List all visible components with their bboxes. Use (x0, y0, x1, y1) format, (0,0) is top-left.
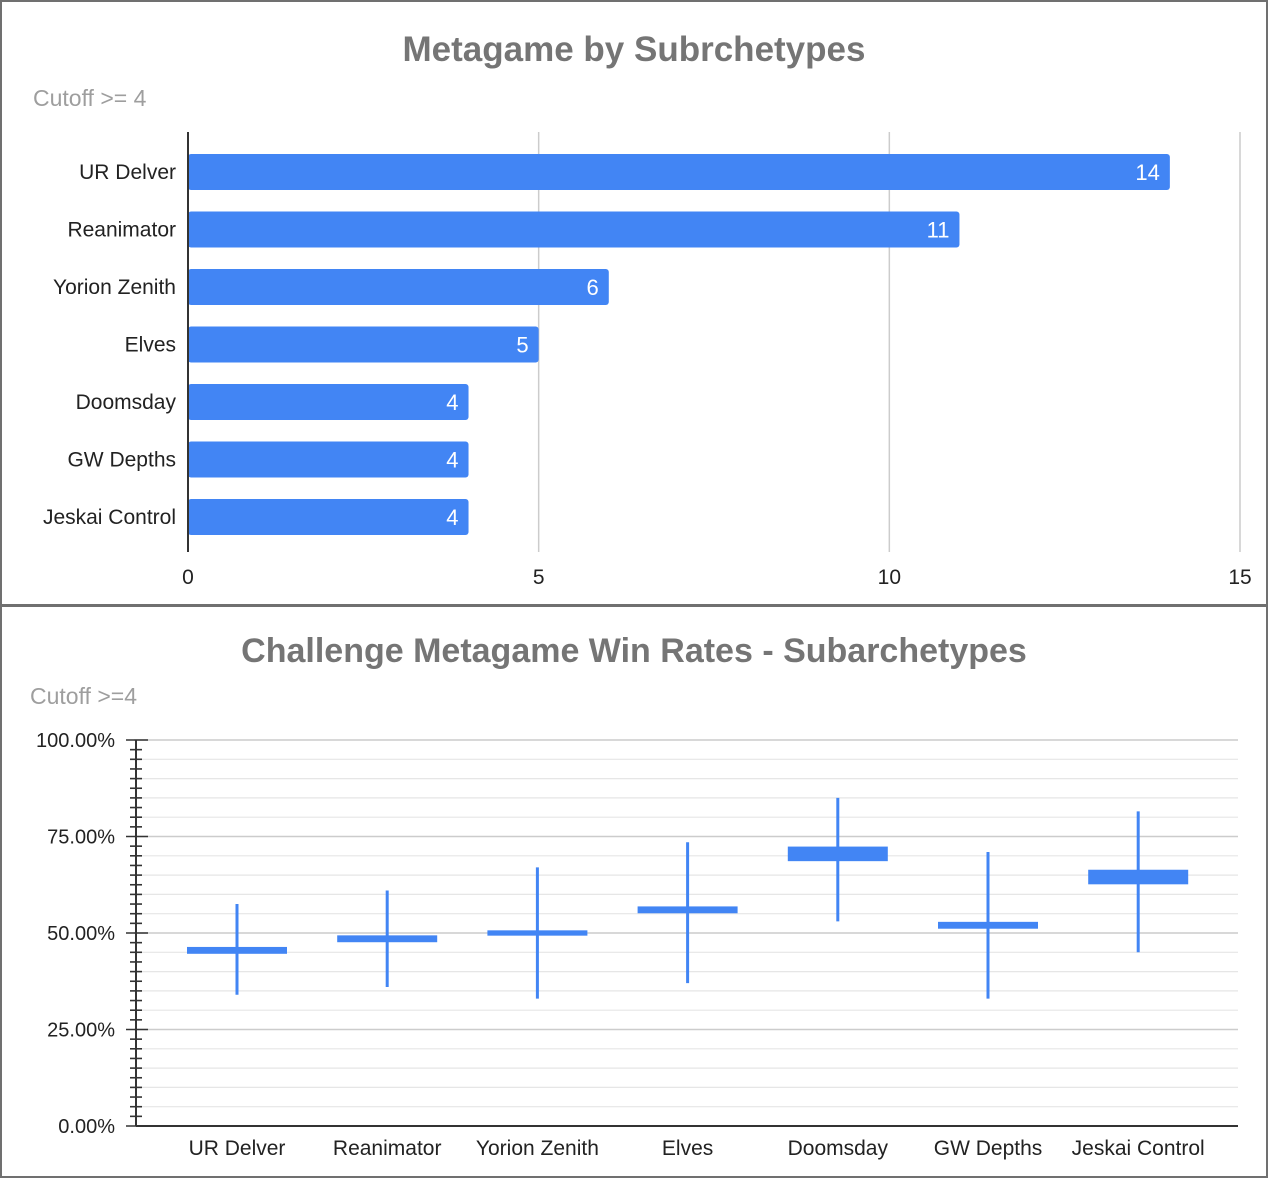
candle-body (637, 906, 738, 914)
y-tick-label: 50.00% (47, 923, 115, 945)
bar (188, 384, 469, 420)
candle-body (487, 930, 588, 936)
win-rate-candlestick-chart-panel: Challenge Metagame Win Rates - Subarchet… (2, 607, 1266, 1176)
data-label: 5 (516, 333, 528, 358)
x-tick-label: 5 (533, 566, 545, 589)
bar (188, 441, 469, 478)
candle-body (187, 946, 287, 954)
data-label: 11 (927, 218, 950, 243)
candle-body (1088, 869, 1189, 885)
category-label: GW Depths (67, 449, 176, 472)
category-label: Jeskai Control (43, 506, 176, 529)
category-label: Jeskai Control (1072, 1137, 1205, 1160)
category-label: Yorion Zenith (476, 1137, 599, 1160)
bar (188, 154, 1170, 190)
category-label: Doomsday (76, 391, 177, 414)
data-label: 4 (446, 448, 458, 473)
chart-title: Metagame by Subrchetypes (402, 30, 866, 69)
bar-chart-plot: 0 5 10 15 14 UR Delver 11 Reanimator 6 Yorion Zen… (43, 132, 1252, 589)
bar (188, 269, 609, 305)
candle-body (787, 846, 888, 862)
chart-title: Challenge Metagame Win Rates - Subarchet… (241, 632, 1027, 670)
x-tick-label: 10 (878, 566, 901, 589)
category-label: GW Depths (934, 1137, 1043, 1160)
category-label: UR Delver (79, 161, 176, 184)
candle-body (938, 921, 1038, 929)
y-tick-label: 75.00% (47, 827, 115, 849)
metagame-bar-chart-panel: Metagame by Subrchetypes Cutoff >= 4 0 5 1… (2, 2, 1266, 604)
bar (188, 211, 960, 248)
category-label: Doomsday (788, 1137, 889, 1160)
category-label: Reanimator (333, 1137, 442, 1160)
category-label: Reanimator (67, 219, 176, 242)
panel-divider (0, 604, 1268, 607)
bar (188, 499, 469, 535)
chart-subtitle: Cutoff >=4 (30, 683, 137, 709)
data-label: 4 (446, 390, 458, 415)
data-label: 4 (446, 505, 458, 530)
x-tick-label: 0 (182, 566, 194, 589)
data-label: 14 (1135, 160, 1159, 185)
y-tick-label: 0.00% (58, 1116, 115, 1138)
x-tick-label: 15 (1228, 566, 1251, 589)
candlestick-chart-plot: 0.00% 25.00% 50.00% 75.00% 100.00% UR Delver R… (36, 730, 1238, 1160)
y-tick-label: 100.00% (36, 730, 115, 752)
candle-body (337, 935, 438, 943)
category-label: Elves (125, 334, 176, 357)
y-tick-label: 25.00% (47, 1020, 115, 1042)
bar (188, 326, 539, 363)
category-label: Elves (662, 1137, 713, 1160)
data-label: 6 (587, 275, 599, 300)
category-label: UR Delver (189, 1137, 286, 1160)
category-label: Yorion Zenith (53, 276, 176, 299)
chart-subtitle: Cutoff >= 4 (33, 85, 147, 111)
